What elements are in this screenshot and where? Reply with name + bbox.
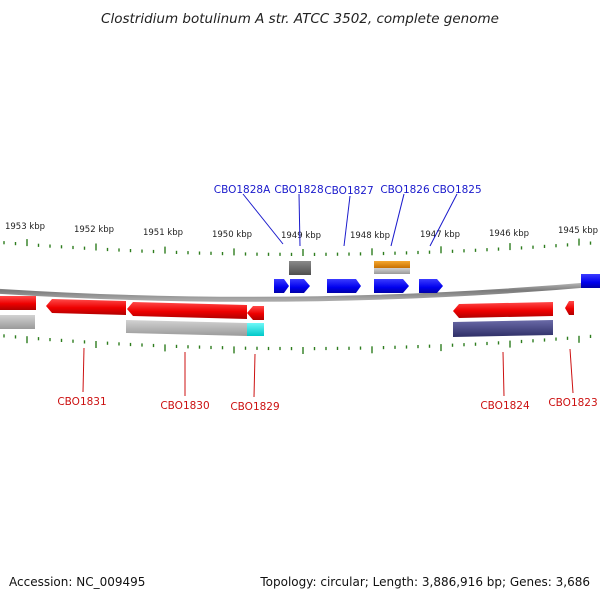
gene-label-bottom[interactable]: CBO1823 xyxy=(548,397,597,409)
gene-arrow-reverse[interactable] xyxy=(565,301,574,315)
gene-feature-orange[interactable] xyxy=(374,261,410,268)
tick-label: 1948 kbp xyxy=(350,231,390,241)
page-title: Clostridium botulinum A str. ATCC 3502, … xyxy=(101,11,499,27)
tick-label: 1953 kbp xyxy=(5,222,45,232)
forward-gene-labels: CBO1828A CBO1828 CBO1827 CBO1826 CBO1825 xyxy=(214,184,482,247)
gene-label-top[interactable]: CBO1828 xyxy=(274,184,323,196)
leader-line xyxy=(82,347,85,393)
leader-line xyxy=(253,353,256,398)
gene-label-bottom[interactable]: CBO1824 xyxy=(480,400,530,412)
leader-line xyxy=(242,193,284,245)
gene-feature-navy[interactable] xyxy=(453,320,553,337)
gene-arrow-forward[interactable] xyxy=(581,274,600,288)
gene-arrow-forward[interactable] xyxy=(374,279,409,293)
scale-ruler: 1953 kbp 1952 kbp 1951 kbp 1950 kbp 1949… xyxy=(3,222,598,256)
leader-line xyxy=(390,193,405,247)
gene-arrow-reverse[interactable] xyxy=(453,302,553,318)
tick-label: 1946 kbp xyxy=(489,229,529,239)
gene-label-top[interactable]: CBO1825 xyxy=(432,184,481,196)
inner-tick-marks xyxy=(3,334,592,354)
gene-label-top[interactable]: CBO1826 xyxy=(380,184,430,196)
gene-feature-lightgray[interactable] xyxy=(374,268,410,274)
gene-arrow-forward[interactable] xyxy=(290,279,310,293)
gene-arrow-reverse[interactable] xyxy=(247,306,264,320)
gene-label-bottom[interactable]: CBO1830 xyxy=(160,400,209,412)
leader-line xyxy=(343,195,351,247)
gene-feature-lightgray[interactable] xyxy=(0,315,35,329)
gene-feature-lightgray[interactable] xyxy=(126,320,247,336)
leader-line xyxy=(429,193,458,247)
leader-line xyxy=(298,193,301,247)
tick-label: 1949 kbp xyxy=(281,231,321,241)
gene-label-top[interactable]: CBO1827 xyxy=(324,185,373,197)
tick-label: 1951 kbp xyxy=(143,228,183,238)
gene-feature-gray[interactable] xyxy=(289,261,311,275)
gene-arrow-reverse[interactable] xyxy=(0,296,36,310)
forward-strand-genes xyxy=(274,261,600,293)
gene-feature-cyan[interactable] xyxy=(247,323,264,336)
accession-text: Accession: NC_009495 xyxy=(9,575,145,589)
gene-label-bottom[interactable]: CBO1829 xyxy=(230,401,279,413)
gene-arrow-forward[interactable] xyxy=(419,279,443,293)
gene-label-bottom[interactable]: CBO1831 xyxy=(57,396,106,408)
reverse-gene-labels: CBO1831 CBO1830 CBO1829 CBO1824 CBO1823 xyxy=(57,347,598,413)
tick-label: 1947 kbp xyxy=(420,230,460,240)
gene-label-top[interactable]: CBO1828A xyxy=(214,184,271,196)
gene-arrow-reverse[interactable] xyxy=(127,302,247,319)
gene-arrow-forward[interactable] xyxy=(274,279,289,293)
tick-label: 1952 kbp xyxy=(74,225,114,235)
leader-line xyxy=(502,351,505,397)
outer-tick-marks xyxy=(3,238,592,256)
genome-summary-text: Topology: circular; Length: 3,886,916 bp… xyxy=(259,575,590,589)
tick-label: 1945 kbp xyxy=(558,226,598,236)
gene-arrow-reverse[interactable] xyxy=(46,299,126,315)
reverse-strand-genes xyxy=(0,296,574,337)
genome-backbone xyxy=(0,281,600,302)
leader-line xyxy=(569,348,574,394)
tick-label: 1950 kbp xyxy=(212,230,252,240)
gene-arrow-forward[interactable] xyxy=(327,279,361,293)
